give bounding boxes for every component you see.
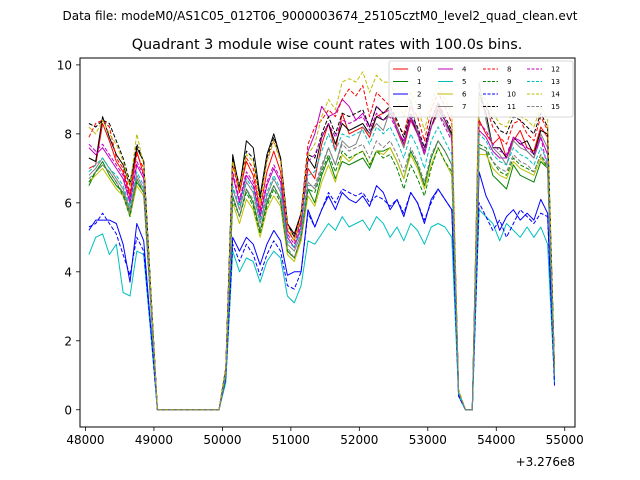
plot-area — [80, 58, 575, 427]
chart-title: Quadrant 3 module wise count rates with … — [132, 37, 523, 53]
y-tick-label: 2 — [64, 334, 72, 348]
legend-label: 0 — [417, 66, 421, 74]
plot-frame — [79, 57, 576, 428]
x-tick-label: 53000 — [409, 433, 447, 447]
x-tick-label: 54000 — [477, 433, 515, 447]
legend-label: 11 — [507, 103, 516, 111]
series-layer — [88, 71, 555, 411]
x-tick-label: 52000 — [340, 433, 378, 447]
legend-label: 8 — [507, 66, 511, 74]
series-line-10 — [88, 188, 555, 411]
y-tick-label: 10 — [57, 58, 72, 72]
legend-label: 1 — [417, 78, 421, 86]
y-tick-label: 8 — [64, 127, 72, 141]
legend-label: 14 — [551, 91, 560, 99]
legend-label: 5 — [462, 78, 466, 86]
x-tick-label: 55000 — [546, 433, 584, 447]
legend-label: 9 — [507, 78, 511, 86]
legend-label: 15 — [551, 103, 560, 111]
legend-label: 12 — [551, 66, 560, 74]
figure-suptitle: Data file: modeM0/AS1C05_012T06_90000036… — [62, 9, 577, 23]
x-tick-label: 48000 — [66, 433, 104, 447]
legend-label: 6 — [462, 91, 467, 99]
x-tick-label: 50000 — [203, 433, 241, 447]
x-axis: 48000 49000 50000 51000 52000 53000 54000 55000 — [66, 427, 584, 447]
x-tick-label: 49000 — [135, 433, 173, 447]
legend-label: 10 — [507, 91, 516, 99]
y-tick-label: 0 — [64, 403, 72, 417]
y-axis: 0 2 4 6 8 10 — [57, 58, 80, 417]
legend-label: 13 — [551, 78, 560, 86]
legend-frame — [388, 60, 574, 118]
y-tick-label: 6 — [64, 196, 72, 210]
legend-label: 4 — [462, 66, 467, 74]
legend-label: 2 — [417, 91, 421, 99]
x-offset-text: +3.276e8 — [516, 455, 575, 469]
x-tick-label: 51000 — [272, 433, 310, 447]
series-line-14 — [88, 71, 555, 411]
y-tick-label: 4 — [64, 265, 72, 279]
legend-label: 7 — [462, 103, 466, 111]
legend-label: 3 — [417, 103, 421, 111]
series-line-8 — [88, 85, 555, 411]
